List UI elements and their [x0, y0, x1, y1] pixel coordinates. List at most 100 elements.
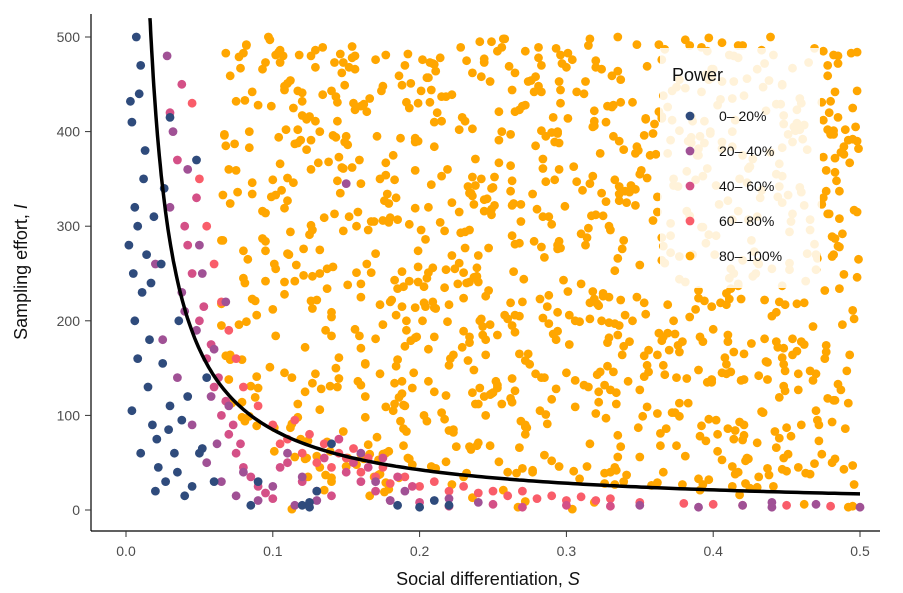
data-point	[584, 41, 593, 50]
data-point	[670, 329, 680, 339]
data-point	[672, 373, 681, 382]
data-point	[547, 394, 557, 404]
data-point	[792, 299, 802, 309]
data-point	[810, 459, 819, 468]
data-point	[297, 96, 307, 106]
data-point	[206, 392, 216, 401]
data-point	[597, 316, 606, 326]
data-point	[335, 188, 345, 198]
data-point	[639, 131, 649, 140]
data-point	[722, 359, 731, 369]
data-point	[136, 61, 146, 70]
data-point	[224, 429, 234, 439]
data-point	[457, 342, 467, 352]
data-point	[183, 165, 193, 174]
data-point	[250, 393, 260, 402]
data-point	[473, 438, 483, 448]
data-point	[465, 332, 474, 342]
data-point	[391, 193, 401, 203]
data-point	[143, 382, 153, 392]
data-point	[217, 321, 226, 330]
data-point	[252, 372, 262, 381]
data-point	[375, 300, 385, 310]
data-point	[283, 196, 292, 206]
data-point	[426, 180, 436, 190]
data-point	[538, 154, 548, 164]
data-point	[642, 360, 652, 370]
data-point	[209, 382, 219, 392]
data-point	[371, 334, 380, 344]
data-point	[440, 414, 449, 424]
data-point	[796, 337, 806, 346]
data-point	[360, 392, 370, 401]
data-point	[437, 92, 446, 101]
data-point	[518, 101, 527, 111]
data-point	[603, 361, 612, 371]
data-point	[265, 362, 275, 372]
data-point	[397, 267, 407, 276]
data-point	[613, 430, 623, 440]
data-point	[490, 201, 499, 210]
data-point	[308, 304, 317, 313]
data-point	[462, 56, 471, 66]
x-tick-label: 0.4	[703, 543, 723, 559]
data-point	[341, 467, 351, 477]
data-point	[202, 458, 212, 468]
data-point	[312, 451, 322, 461]
data-point	[594, 397, 604, 407]
data-point	[293, 138, 303, 148]
data-point	[327, 331, 336, 341]
data-point	[579, 89, 589, 99]
data-point	[469, 365, 479, 375]
y-axis-ticks: 0 100 200 300 400 500	[57, 29, 91, 518]
data-point	[330, 58, 339, 67]
data-point	[258, 234, 267, 243]
data-point	[504, 61, 514, 71]
data-point	[463, 182, 473, 191]
x-axis-ticks: 0.0 0.1 0.2 0.3 0.4 0.5	[116, 531, 870, 559]
data-point	[418, 316, 427, 326]
data-point	[632, 292, 642, 302]
data-point	[658, 467, 668, 477]
data-point	[124, 240, 134, 250]
data-point	[353, 207, 363, 217]
x-axis-title-text: Social differentiation,	[396, 569, 568, 589]
data-point	[319, 485, 329, 495]
data-point	[814, 436, 824, 446]
data-point	[333, 382, 342, 392]
data-point	[321, 325, 330, 335]
data-point	[400, 341, 410, 351]
data-point	[275, 439, 285, 449]
data-point	[760, 295, 769, 305]
data-point	[459, 268, 468, 277]
data-point	[212, 439, 222, 449]
data-point	[675, 411, 684, 421]
data-point	[422, 73, 432, 83]
legend-entries: 0– 20% 20– 40% 40– 60% 60– 80% 80– 100%	[685, 108, 782, 264]
data-point	[283, 448, 292, 458]
data-point	[704, 414, 714, 424]
legend-label: 0– 20%	[719, 108, 766, 124]
data-point	[356, 343, 366, 353]
data-point	[220, 131, 229, 140]
data-point	[532, 204, 542, 214]
data-point	[796, 420, 806, 430]
data-point	[283, 458, 292, 468]
data-point	[311, 45, 320, 55]
data-point	[280, 203, 289, 213]
data-point	[165, 113, 175, 122]
data-point	[683, 398, 693, 408]
data-point	[570, 376, 580, 385]
data-point	[180, 491, 190, 501]
data-point	[525, 359, 535, 369]
data-point	[252, 310, 262, 320]
data-point	[330, 209, 339, 219]
data-point	[413, 262, 423, 272]
data-point	[471, 399, 480, 409]
data-point	[266, 101, 276, 111]
data-point	[678, 480, 687, 489]
data-point	[173, 467, 182, 477]
data-point	[356, 380, 366, 390]
data-point	[399, 400, 408, 410]
data-point	[338, 58, 348, 67]
